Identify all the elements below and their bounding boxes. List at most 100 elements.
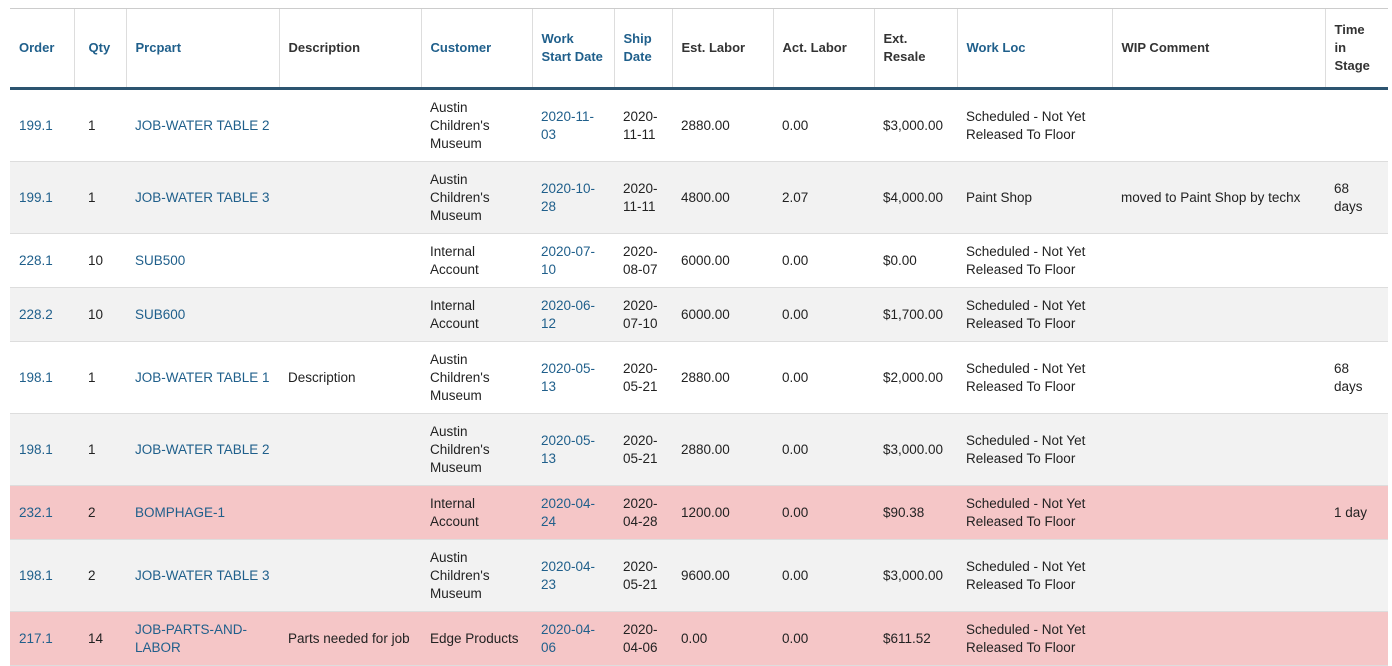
column-header: Time in Stage [1324,8,1388,90]
link-cell[interactable]: 217.1 [10,611,74,666]
link-cell[interactable]: 198.1 [10,341,74,414]
table-cell [1112,485,1325,540]
table-cell: 2880.00 [672,413,773,486]
table-cell: 68 days [1325,341,1388,414]
table-cell [279,485,421,540]
table-cell: Austin Children's Museum [421,161,532,234]
link-cell[interactable]: 232.1 [10,485,74,540]
table-row: 198.1 1 JOB-WATER TABLE 1 Description Austin… [10,341,1388,414]
link-cell[interactable]: JOB-WATER TABLE 2 [126,413,279,486]
table-cell: Austin Children's Museum [421,88,532,162]
table-cell: Austin Children's Museum [421,341,532,414]
link-cell[interactable]: SUB500 [126,233,279,288]
table-cell: 1 [74,413,126,486]
table-cell: $1,700.00 [874,287,957,342]
table-row: 217.1 14 JOB-PARTS-AND-LABOR Parts needed f… [10,611,1388,666]
table-cell [1325,611,1388,666]
link-cell[interactable]: 228.1 [10,233,74,288]
table-cell: Scheduled - Not Yet Released To Floor [957,539,1112,612]
link-cell[interactable]: 2020-04-24 [532,485,614,540]
link-cell[interactable]: JOB-PARTS-AND-LABOR [126,611,279,666]
link-cell[interactable]: JOB-WATER TABLE 1 [126,341,279,414]
link-cell[interactable]: JOB-WATER TABLE 2 [126,88,279,162]
table-cell: 1 day [1325,485,1388,540]
column-header: Act. Labor [772,8,874,90]
link-cell[interactable]: 2020-10-28 [532,161,614,234]
table-cell: 0.00 [773,88,874,162]
table-cell: 2020-11-11 [614,161,672,234]
link-cell[interactable]: 198.1 [10,413,74,486]
table-cell: 68 days [1325,161,1388,234]
sort-header[interactable]: Work Start Date [531,8,614,90]
table-cell: 1 [74,88,126,162]
table-cell [279,233,421,288]
link-cell[interactable]: 2020-06-12 [532,287,614,342]
table-cell [1325,413,1388,486]
table-cell: Scheduled - Not Yet Released To Floor [957,341,1112,414]
link-cell[interactable]: BOMPHAGE-1 [126,485,279,540]
sort-header[interactable]: Ship Date [613,8,672,90]
table-cell [279,287,421,342]
table-cell: 2880.00 [672,88,773,162]
table-cell: 4800.00 [672,161,773,234]
table-cell [1112,233,1325,288]
table-cell [1112,341,1325,414]
table-row: 228.2 10 SUB600 Internal Account 2020-06-12 2… [10,287,1388,342]
table-cell: 0.00 [773,413,874,486]
table-cell: Internal Account [421,485,532,540]
table-row: 198.1 2 JOB-WATER TABLE 3 Austin Children's… [10,539,1388,612]
link-cell[interactable]: 2020-11-03 [532,88,614,162]
table-cell: $3,000.00 [874,413,957,486]
table-row: 228.1 10 SUB500 Internal Account 2020-07-10 2… [10,233,1388,288]
link-cell[interactable]: 198.1 [10,539,74,612]
table-cell: Edge Products [421,611,532,666]
table-cell: 6000.00 [672,233,773,288]
link-cell[interactable]: 199.1 [10,161,74,234]
table-cell: Description [279,341,421,414]
link-cell[interactable]: SUB600 [126,287,279,342]
table-cell [279,88,421,162]
column-header: Est. Labor [671,8,773,90]
table-cell: 2020-04-28 [614,485,672,540]
table-cell: 2020-05-21 [614,539,672,612]
table-cell: 0.00 [773,539,874,612]
table-cell: 2020-04-06 [614,611,672,666]
table-cell: Internal Account [421,287,532,342]
table-row: 198.1 1 JOB-WATER TABLE 2 Austin Children's… [10,413,1388,486]
table-cell: 2 [74,485,126,540]
table-cell [1325,88,1388,162]
work-table: Order Qty Prcpart Description Customer Work S… [10,8,1388,666]
link-cell[interactable]: 2020-07-10 [532,233,614,288]
table-cell: Austin Children's Museum [421,539,532,612]
sort-header[interactable]: Qty [73,8,126,90]
column-header: Ext. Resale [873,8,957,90]
table-cell: Scheduled - Not Yet Released To Floor [957,88,1112,162]
table-cell: Scheduled - Not Yet Released To Floor [957,485,1112,540]
sort-header[interactable]: Customer [420,8,532,90]
table-cell: $3,000.00 [874,539,957,612]
table-cell: 1 [74,341,126,414]
table-cell: 0.00 [773,611,874,666]
link-cell[interactable]: 2020-05-13 [532,341,614,414]
table-cell: 0.00 [672,611,773,666]
sort-header[interactable]: Work Loc [956,8,1112,90]
link-cell[interactable]: 199.1 [10,88,74,162]
table-cell [1112,539,1325,612]
sort-header[interactable]: Order [10,8,74,90]
header-row: Order Qty Prcpart Description Customer Work S… [10,8,1388,90]
table-cell: Scheduled - Not Yet Released To Floor [957,233,1112,288]
link-cell[interactable]: 2020-05-13 [532,413,614,486]
table-row: 232.1 2 BOMPHAGE-1 Internal Account 2020-04-… [10,485,1388,540]
sort-header[interactable]: Prcpart [125,8,279,90]
table-cell: Austin Children's Museum [421,413,532,486]
link-cell[interactable]: JOB-WATER TABLE 3 [126,161,279,234]
link-cell[interactable]: 228.2 [10,287,74,342]
table-cell: 0.00 [773,341,874,414]
link-cell[interactable]: JOB-WATER TABLE 3 [126,539,279,612]
link-cell[interactable]: 2020-04-06 [532,611,614,666]
table-cell: 2020-07-10 [614,287,672,342]
table-cell: Scheduled - Not Yet Released To Floor [957,287,1112,342]
table-cell: $4,000.00 [874,161,957,234]
table-cell: 14 [74,611,126,666]
link-cell[interactable]: 2020-04-23 [532,539,614,612]
